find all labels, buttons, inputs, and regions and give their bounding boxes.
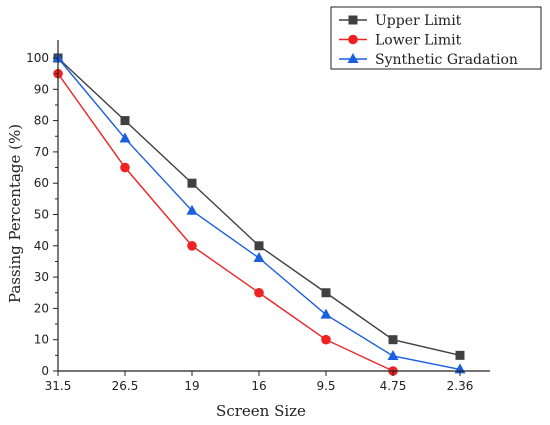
data-point: [254, 287, 264, 298]
y-tick-label: 70: [34, 145, 49, 159]
y-tick-label: 20: [34, 301, 49, 315]
x-tick-label: 2.36: [447, 379, 474, 393]
y-tick-label: 90: [34, 82, 49, 96]
x-axis-title: Screen Size: [216, 402, 306, 420]
data-point: [187, 178, 197, 188]
series-line: [57, 73, 394, 372]
data-point: [120, 162, 130, 173]
y-tick-label: 10: [34, 333, 49, 347]
y-ticks: 0 10 20 30 40 50 60 70 80 90 100: [26, 51, 58, 378]
series-line: [57, 57, 461, 371]
axes: [57, 40, 490, 372]
data-point: [187, 241, 197, 251]
data-point: [254, 241, 264, 251]
data-point: [388, 335, 398, 345]
y-axis-title: Passing Percentage (%): [6, 124, 24, 303]
series-upper-limit: [53, 53, 465, 360]
legend-marker: [347, 53, 359, 63]
series-synthetic-gradation: [52, 52, 466, 374]
x-tick-label: 31.5: [45, 379, 72, 393]
y-tick-label: 30: [34, 270, 49, 284]
y-tick-label: 50: [34, 208, 49, 222]
x-tick-label: 19: [184, 379, 199, 393]
data-point: [120, 116, 130, 126]
legend-marker: [348, 15, 358, 25]
data-point: [119, 132, 131, 143]
plot-area: [52, 52, 466, 376]
legend-label: Lower Limit: [375, 33, 462, 49]
legend-marker: [348, 34, 358, 45]
y-tick-label: 100: [26, 51, 49, 65]
data-point: [320, 308, 332, 319]
data-point: [253, 252, 265, 263]
legend-label: Synthetic Gradation: [375, 52, 518, 68]
x-ticks: 31.5 26.5 19 16 9.5 4.75 2.36: [45, 371, 474, 393]
y-tick-label: 40: [34, 239, 49, 253]
legend-item: Synthetic Gradation: [339, 52, 518, 68]
data-point: [186, 204, 198, 215]
data-point: [455, 350, 465, 360]
y-tick-label: 60: [34, 176, 49, 190]
legend-item: Lower Limit: [339, 33, 462, 49]
x-tick-label: 16: [251, 379, 266, 393]
x-tick-label: 9.5: [316, 379, 335, 393]
y-tick-label: 80: [34, 114, 49, 128]
y-tick-label: 0: [41, 364, 49, 378]
legend: Upper Limit Lower Limit Synthetic Gradatio…: [330, 6, 542, 70]
series-line: [57, 57, 461, 357]
data-point: [387, 349, 399, 360]
legend-item: Upper Limit: [339, 13, 462, 29]
x-tick-label: 4.75: [380, 379, 407, 393]
data-point: [321, 288, 331, 298]
data-point: [321, 334, 331, 345]
x-tick-label: 26.5: [112, 379, 139, 393]
series-lower-limit: [53, 68, 398, 376]
legend-label: Upper Limit: [375, 13, 462, 29]
